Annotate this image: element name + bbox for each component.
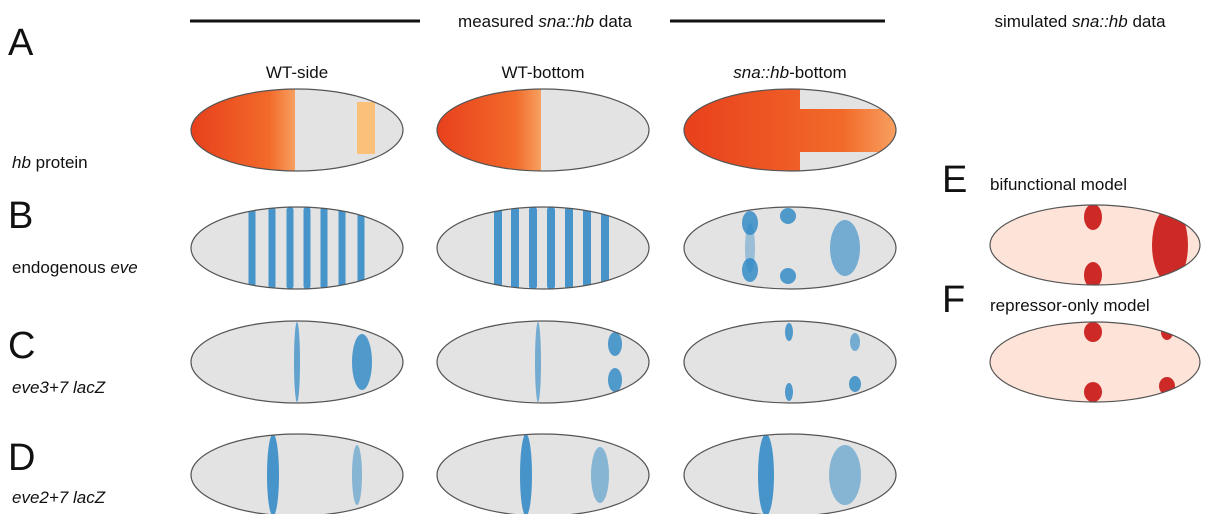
blob [267,434,279,514]
blob [1152,207,1188,283]
text: measured [458,12,538,31]
panel-letter: A [8,22,34,64]
panel-letter: C [8,325,35,367]
model-label: repressor-only model [990,296,1150,315]
row-label: eve3+7 lacZ [12,378,106,397]
stripe [339,207,346,289]
stripe [547,207,555,289]
embryo [191,89,403,171]
gap [800,152,895,172]
blob [785,323,793,341]
embryo [437,89,649,171]
text: eve [110,258,137,277]
blob [780,268,796,284]
blob [780,208,796,224]
pattern [437,89,541,171]
embryo [437,321,649,403]
blob [849,376,861,392]
text: hb [12,153,31,172]
blob [829,445,861,505]
embryo [191,207,403,289]
embryo [684,89,896,172]
embryo [684,207,896,289]
row-label: eve2+7 lacZ [12,488,106,507]
figure: measured sna::hb data simulated sna::hb … [0,0,1205,514]
text: sna::hb [733,63,789,82]
text: -bottom [789,63,847,82]
embryo [191,321,403,403]
column-header: sna::hb-bottom [733,63,846,82]
hb-domain [191,89,295,171]
stripe [529,207,537,289]
embryo [191,434,403,514]
hb-posterior [357,102,375,154]
text: endogenous [12,258,110,277]
measured-header: measured sna::hb data [458,12,632,31]
blob [294,322,300,402]
blob [758,434,774,514]
text: sna::hb [538,12,594,31]
stripe [583,207,591,289]
column-header: WT-side [266,63,328,82]
stripe [601,207,609,289]
stripe [358,207,365,289]
text: simulated [994,12,1071,31]
stripe [304,207,311,289]
hb-domain [437,89,541,171]
column-header: WT-bottom [501,63,584,82]
blob [785,383,793,401]
text: data [594,12,632,31]
text: data [1128,12,1166,31]
gap [800,89,895,109]
blob [745,223,755,273]
blob [1084,322,1102,342]
blob [1084,382,1102,402]
blob [520,434,532,514]
simulated-header: simulated sna::hb data [994,12,1166,31]
stripe [565,207,573,289]
row-label: endogenous eve [12,258,138,277]
embryo [990,322,1200,402]
row-label: hb protein [12,153,88,172]
stripe [287,207,294,289]
stripe [494,207,502,289]
panel-letter: E [942,159,967,201]
stripe [269,207,276,289]
blob [352,334,372,390]
blob [591,447,609,503]
model-label: bifunctional model [990,175,1127,194]
blob [352,445,362,505]
panel-letter: D [8,437,35,479]
blob [1084,262,1102,288]
embryo [684,434,896,514]
panel-letter: F [942,279,965,321]
blob [850,333,860,351]
text: sna::hb [1072,12,1128,31]
embryo [437,207,649,289]
stripe [249,207,256,289]
blob [535,322,541,402]
embryo [684,321,896,403]
panel-letter: B [8,195,33,237]
blob [830,220,860,276]
blob [1159,377,1175,395]
stripe [321,207,328,289]
stripe [511,207,519,289]
blob [1084,204,1102,230]
embryo [437,434,649,514]
blob [608,368,622,392]
text: protein [31,153,88,172]
embryo [990,204,1200,288]
blob [608,332,622,356]
